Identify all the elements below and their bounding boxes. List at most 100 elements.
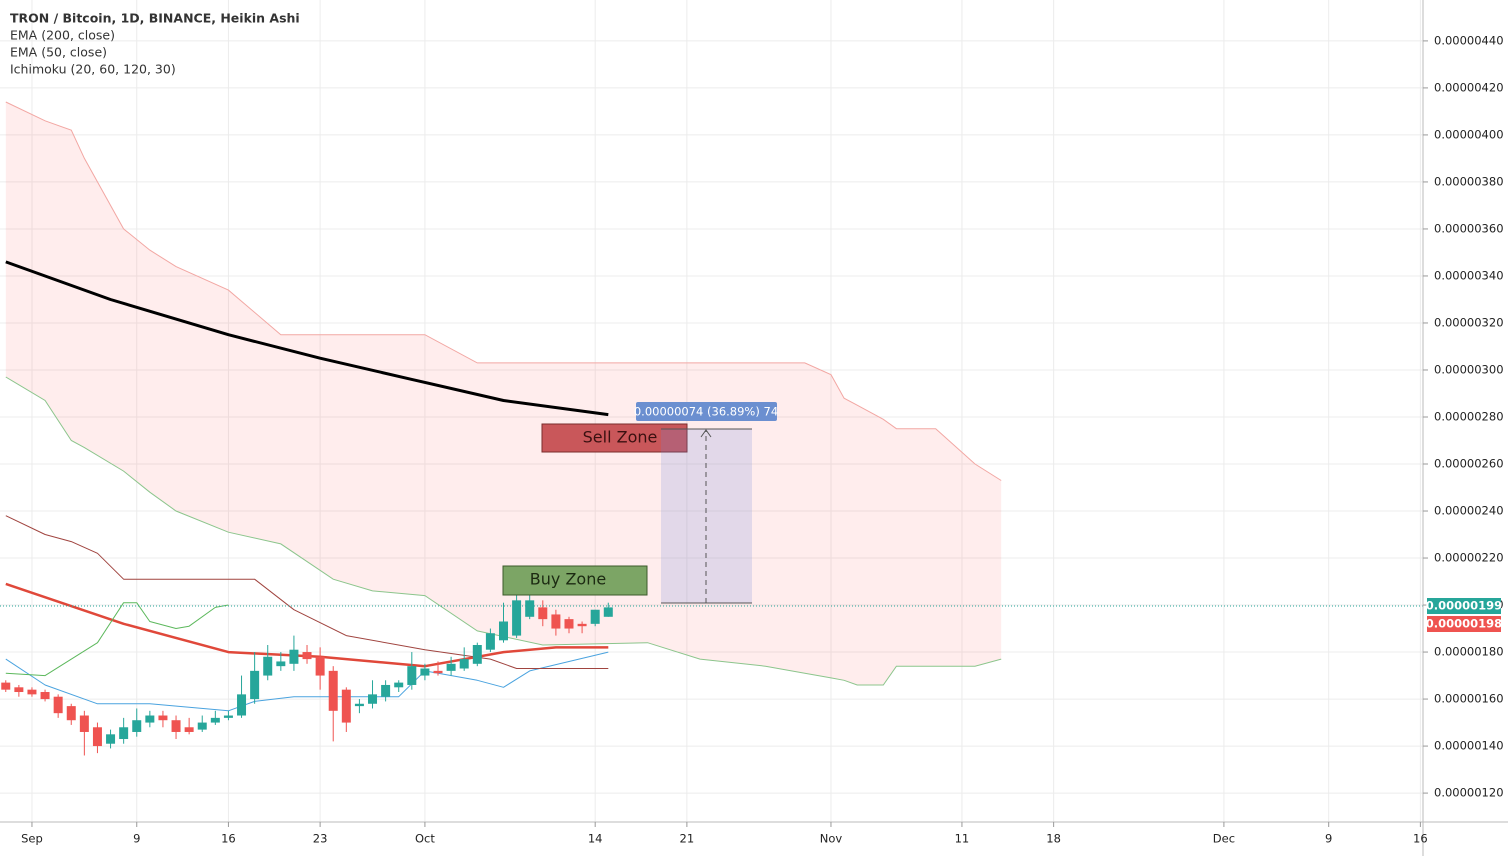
x-tick-label: 18 (1046, 832, 1061, 846)
cloud (5, 101, 1002, 686)
legend-entry: EMA (50, close) (10, 45, 107, 60)
x-tick-label: Nov (820, 832, 843, 846)
y-tick-label: 0.00000140 (1434, 739, 1504, 753)
y-tick-label: 0.00000300 (1434, 362, 1504, 376)
x-tick-label: Oct (415, 832, 435, 846)
candle-body (381, 684, 391, 697)
candle-body (525, 600, 535, 617)
y-tick-label: 0.00000160 (1434, 692, 1504, 706)
candle-body (132, 720, 142, 732)
candle-body (498, 621, 508, 641)
y-tick-label: 0.00000420 (1434, 80, 1504, 94)
candle-body (354, 703, 364, 707)
candle-body (368, 694, 378, 704)
candle-body (564, 619, 574, 629)
x-tick-label: 23 (313, 832, 328, 846)
candle-body (223, 715, 233, 718)
candle-body (341, 689, 351, 723)
candle-body (446, 663, 456, 671)
measure-label: 0.00000074 (36.89%) 74 (634, 405, 778, 419)
candle-body (328, 670, 338, 711)
y-tick-label: 0.00000320 (1434, 315, 1504, 329)
candle-body (459, 659, 469, 669)
candle-body (551, 614, 561, 629)
sell-zone-label: Sell Zone (583, 428, 658, 447)
legend-title: TRON / Bitcoin, 1D, BINANCE, Heikin Ashi (10, 11, 300, 26)
candle-body (197, 722, 207, 730)
y-tick-label: 0.00000400 (1434, 127, 1504, 141)
y-tick-label: 0.00000180 (1434, 645, 1504, 659)
candle-body (302, 652, 312, 660)
x-tick-label: 21 (680, 832, 695, 846)
last-price-label: 0.00000199 (1426, 599, 1502, 613)
x-tick-label: 14 (588, 832, 603, 846)
candle-body (577, 623, 587, 627)
y-tick-label: 0.00000440 (1434, 33, 1504, 47)
y-tick-label: 0.00000120 (1434, 786, 1504, 800)
candle-body (171, 720, 181, 732)
candle-body (289, 649, 299, 664)
cloud-upper (5, 101, 1002, 481)
y-tick-label: 0.00000280 (1434, 409, 1504, 423)
candle-body (263, 656, 273, 676)
candle-body (420, 668, 430, 676)
y-tick-label: 0.00000380 (1434, 174, 1504, 188)
grid (0, 0, 1423, 822)
candle-body (92, 727, 102, 747)
buy-zone-box (502, 565, 648, 596)
last-price-label: 0.00000198 (1426, 617, 1502, 631)
overlays (5, 260, 609, 712)
legend-entry: Ichimoku (20, 60, 120, 30) (10, 62, 176, 77)
candle-body (276, 661, 286, 667)
x-tick-label: 16 (221, 832, 236, 846)
axes: 0.00000440 0.00000420 0.00000400 0.00000380… (21, 33, 1503, 845)
candle-body (119, 727, 129, 740)
candle-body (433, 670, 443, 674)
overlay-line (5, 602, 229, 677)
candle-body (250, 670, 260, 700)
cloud-lower (5, 376, 1002, 686)
candle-body (407, 666, 417, 685)
buy-zone-label: Buy Zone (530, 570, 606, 589)
last-price-box (1427, 616, 1501, 632)
candle-body (603, 607, 613, 617)
candle-body (590, 609, 600, 624)
measure: 0.00000074 (36.89%) 74 (634, 402, 778, 604)
overlay-line (5, 515, 609, 669)
candle-body (106, 734, 116, 744)
x-tick-label: Dec (1213, 832, 1235, 846)
candle-body (472, 645, 482, 664)
x-tick-label: 9 (1325, 832, 1332, 846)
candle-body (394, 682, 404, 688)
candle-body (53, 696, 63, 714)
measure-arrow-head (700, 429, 712, 438)
x-tick-label: 9 (133, 832, 140, 846)
y-tick-label: 0.00000220 (1434, 551, 1504, 565)
candle-body (27, 689, 37, 695)
x-tick-label: 16 (1413, 832, 1428, 846)
candle-body (66, 706, 76, 721)
candle-body (79, 715, 89, 732)
x-tick-label: 11 (955, 832, 970, 846)
candle-body (512, 600, 522, 636)
candle-body (1, 682, 11, 690)
x-tick-label: Sep (21, 832, 43, 846)
candle-body (158, 715, 168, 721)
cloud-fill (5, 102, 1002, 685)
candle-body (315, 656, 325, 676)
candle-body (210, 717, 220, 723)
candle-body (145, 715, 155, 723)
buy-zone: Buy Zone (502, 565, 648, 596)
measure-label-box (636, 402, 777, 421)
y-tick-label: 0.00000360 (1434, 221, 1504, 235)
overlay-line (5, 260, 609, 417)
last-price-box (1427, 598, 1501, 614)
y-tick-label: 0.00000340 (1434, 268, 1504, 282)
candle-body (40, 692, 50, 700)
candle-body (237, 694, 247, 716)
candle-body (485, 633, 495, 650)
candle-body (538, 607, 548, 620)
overlay-line (5, 582, 609, 668)
candle-body (14, 687, 24, 693)
